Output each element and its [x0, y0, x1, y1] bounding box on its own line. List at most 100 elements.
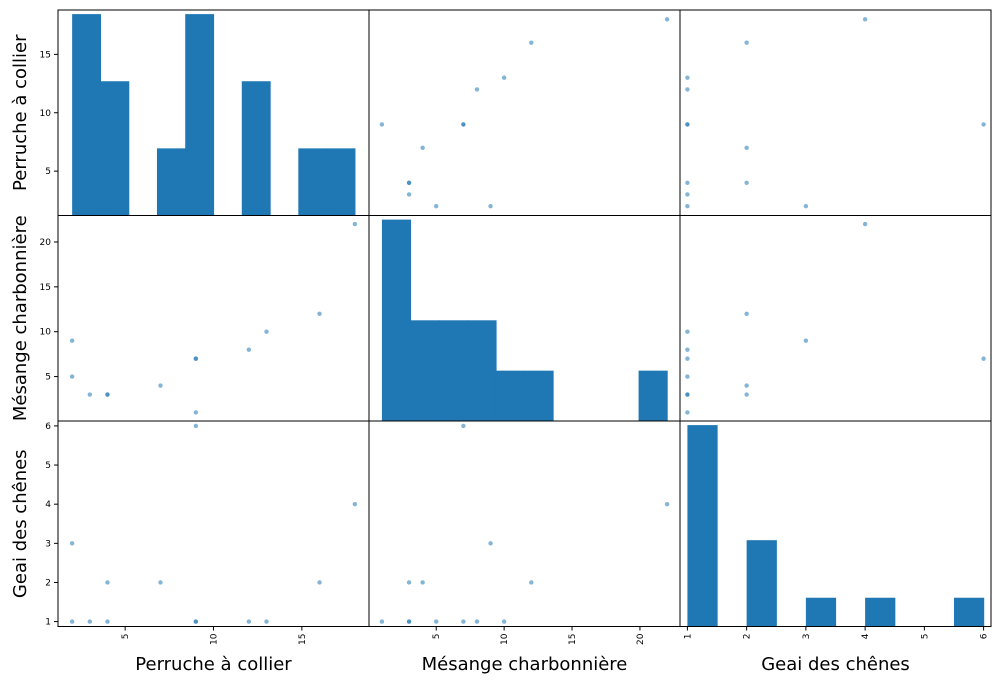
cell-frame — [368, 9, 681, 216]
x-tick-label-geai-des-chenes: 3 — [802, 634, 812, 640]
x-tick-label-geai-des-chenes: 1 — [683, 634, 693, 640]
scatter-point-mesange-charbonniere-vs-perruche-a-collier — [87, 392, 93, 397]
cell-geai-des-chenes-vs-mesange-charbonniere — [368, 420, 681, 627]
scatter-point-mesange-charbonniere-vs-perruche-a-collier — [158, 383, 163, 388]
hist-bar-perruche-a-collier-8 — [298, 148, 328, 216]
hist-bar-mesange-charbonniere-5 — [524, 370, 554, 421]
cell-frame — [679, 420, 992, 627]
x-axis-label-mesange-charbonniere: Mésange charbonnière — [422, 654, 628, 675]
scatter-point-mesange-charbonniere-vs-geai-des-chenes — [685, 392, 690, 397]
scatter-point-geai-des-chenes-vs-mesange-charbonniere — [434, 619, 439, 624]
scatter-point-mesange-charbonniere-vs-geai-des-chenes — [744, 383, 749, 388]
scatter-point-geai-des-chenes-vs-perruche-a-collier — [193, 423, 199, 429]
scatter-point-perruche-a-collier-vs-mesange-charbonniere — [488, 203, 493, 209]
scatter-point-mesange-charbonniere-vs-perruche-a-collier — [352, 221, 358, 227]
scatter-point-geai-des-chenes-vs-mesange-charbonniere — [406, 580, 412, 585]
scatter-point-perruche-a-collier-vs-mesange-charbonniere — [406, 192, 412, 197]
scatter-point-perruche-a-collier-vs-mesange-charbonniere — [379, 122, 385, 127]
cell-frame — [57, 420, 370, 627]
scatter-point-geai-des-chenes-vs-perruche-a-collier — [105, 619, 110, 624]
hist-bar-perruche-a-collier-3 — [156, 148, 186, 216]
x-tick-label-perruche-a-collier: 10 — [210, 633, 220, 645]
scatter-point-geai-des-chenes-vs-mesange-charbonniere — [406, 619, 412, 624]
scatter-point-geai-des-chenes-vs-perruche-a-collier — [193, 619, 199, 624]
scatter-point-perruche-a-collier-vs-geai-des-chenes — [803, 203, 809, 209]
cell-mesange-charbonniere-vs-geai-des-chenes — [679, 215, 992, 422]
cell-frame — [57, 215, 370, 422]
cell-frame — [679, 9, 992, 216]
y-tick-label-geai-des-chenes: 4 — [45, 500, 51, 510]
x-tick-label-perruche-a-collier: 15 — [298, 634, 308, 645]
hist-bar-mesange-charbonniere-3 — [467, 320, 497, 421]
scatter-point-geai-des-chenes-vs-perruche-a-collier — [87, 619, 93, 624]
scatter-point-geai-des-chenes-vs-mesange-charbonniere — [501, 619, 507, 624]
scatter-point-mesange-charbonniere-vs-geai-des-chenes — [803, 338, 809, 343]
scatter-point-perruche-a-collier-vs-mesange-charbonniere — [406, 180, 412, 186]
scatter-point-mesange-charbonniere-vs-perruche-a-collier — [69, 374, 75, 379]
scatter-point-perruche-a-collier-vs-geai-des-chenes — [685, 75, 690, 80]
cell-perruche-a-collier-vs-perruche-a-collier — [57, 9, 370, 216]
scatter-point-mesange-charbonniere-vs-perruche-a-collier — [105, 392, 110, 397]
hist-bar-perruche-a-collier-6 — [241, 81, 271, 216]
scatter-point-mesange-charbonniere-vs-geai-des-chenes — [685, 374, 690, 379]
x-tick-label-mesange-charbonniere: 20 — [636, 633, 646, 645]
scatter-point-perruche-a-collier-vs-geai-des-chenes — [744, 40, 749, 45]
hist-bar-geai-des-chenes-6 — [865, 597, 896, 627]
hist-bar-perruche-a-collier-1 — [100, 81, 130, 216]
scatter-point-mesange-charbonniere-vs-perruche-a-collier — [317, 311, 322, 316]
x-tick-label-geai-des-chenes: 4 — [861, 633, 871, 639]
y-axis-label-mesange-charbonniere: Mésange charbonnière — [10, 215, 31, 421]
x-tick-label-perruche-a-collier: 5 — [121, 634, 131, 640]
y-tick-label-geai-des-chenes: 6 — [45, 422, 51, 432]
x-tick-label-geai-des-chenes: 6 — [980, 633, 990, 639]
hist-bar-mesange-charbonniere-9 — [638, 370, 668, 421]
scatter-point-geai-des-chenes-vs-mesange-charbonniere — [488, 541, 493, 546]
scatter-point-geai-des-chenes-vs-mesange-charbonniere — [461, 423, 466, 429]
scatter-point-geai-des-chenes-vs-mesange-charbonniere — [379, 619, 385, 624]
y-tick-label-perruche-a-collier: 5 — [45, 167, 51, 177]
cell-geai-des-chenes-vs-perruche-a-collier — [57, 420, 370, 627]
hist-bar-geai-des-chenes-4 — [805, 597, 837, 627]
hist-bar-mesange-charbonniere-0 — [381, 219, 412, 421]
scatter-point-mesange-charbonniere-vs-geai-des-chenes — [862, 221, 868, 227]
y-axis-label-geai-des-chenes: Geai des chênes — [10, 449, 31, 598]
scatter-point-geai-des-chenes-vs-mesange-charbonniere — [664, 501, 670, 507]
scatter-point-mesange-charbonniere-vs-perruche-a-collier — [264, 329, 269, 334]
y-tick-label-mesange-charbonniere: 15 — [40, 283, 51, 293]
scatter-point-geai-des-chenes-vs-perruche-a-collier — [158, 580, 163, 585]
scatter-point-mesange-charbonniere-vs-geai-des-chenes — [981, 356, 986, 361]
scatter-point-geai-des-chenes-vs-perruche-a-collier — [352, 501, 358, 507]
cell-frame — [368, 420, 681, 627]
scatter-point-perruche-a-collier-vs-geai-des-chenes — [981, 122, 986, 127]
cell-perruche-a-collier-vs-geai-des-chenes — [679, 9, 992, 216]
scatter-point-mesange-charbonniere-vs-perruche-a-collier — [246, 347, 252, 352]
x-tick-label-mesange-charbonniere: 5 — [432, 634, 442, 640]
y-tick-label-geai-des-chenes: 1 — [45, 618, 51, 628]
scatter-point-mesange-charbonniere-vs-perruche-a-collier — [193, 356, 199, 361]
cell-mesange-charbonniere-vs-mesange-charbonniere — [368, 215, 681, 422]
x-tick-label-mesange-charbonniere: 15 — [568, 634, 578, 645]
y-tick-label-mesange-charbonniere: 5 — [45, 373, 51, 383]
x-tick-label-geai-des-chenes: 2 — [743, 634, 753, 640]
hist-bar-mesange-charbonniere-1 — [410, 320, 440, 421]
hist-bar-perruche-a-collier-0 — [72, 14, 102, 216]
y-tick-label-mesange-charbonniere: 20 — [40, 238, 52, 248]
x-tick-label-geai-des-chenes: 5 — [920, 634, 930, 640]
scatter-point-perruche-a-collier-vs-mesange-charbonniere — [420, 145, 425, 150]
scatter-point-perruche-a-collier-vs-mesange-charbonniere — [501, 75, 507, 80]
x-axis-label-perruche-a-collier: Perruche à collier — [135, 654, 292, 675]
scatter-point-geai-des-chenes-vs-perruche-a-collier — [246, 619, 252, 624]
scatter-point-geai-des-chenes-vs-perruche-a-collier — [105, 580, 110, 585]
cell-perruche-a-collier-vs-mesange-charbonniere — [368, 9, 681, 216]
x-tick-label-mesange-charbonniere: 10 — [500, 633, 510, 645]
scatter-point-mesange-charbonniere-vs-geai-des-chenes — [685, 410, 690, 415]
scatter-point-geai-des-chenes-vs-mesange-charbonniere — [420, 580, 425, 585]
y-tick-label-geai-des-chenes: 3 — [45, 539, 51, 549]
hist-bar-geai-des-chenes-0 — [687, 425, 718, 627]
hist-bar-mesange-charbonniere-2 — [438, 320, 469, 421]
y-tick-label-geai-des-chenes: 5 — [45, 461, 51, 471]
scatter-point-mesange-charbonniere-vs-geai-des-chenes — [685, 356, 690, 361]
x-axis-label-geai-des-chenes: Geai des chênes — [761, 654, 910, 675]
scatter-point-perruche-a-collier-vs-geai-des-chenes — [744, 180, 749, 186]
